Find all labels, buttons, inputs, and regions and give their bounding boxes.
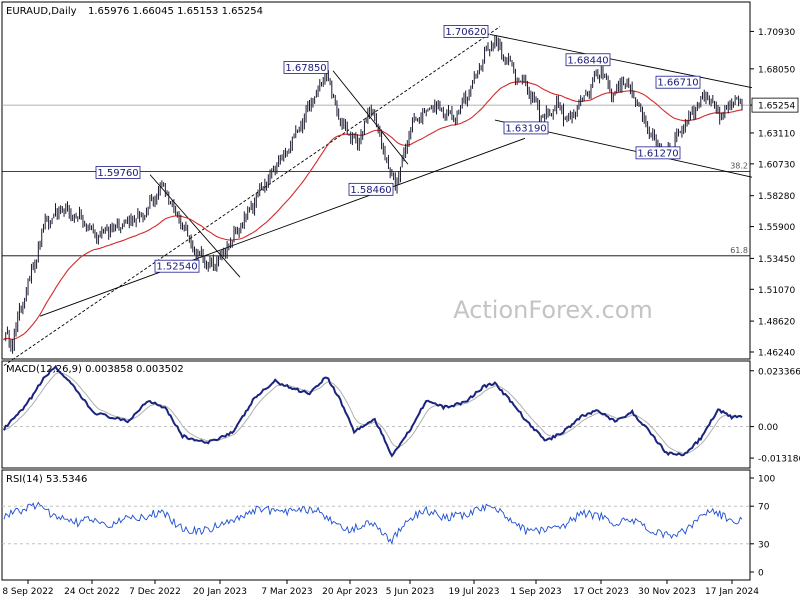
fib-label-38.2: 38.2 xyxy=(730,162,748,171)
annotation-label: 1.67850 xyxy=(285,63,326,74)
price-tick-label: 1.58280 xyxy=(758,192,795,202)
annotation-label: 1.58460 xyxy=(350,185,391,196)
rsi-panel: RSI(14) 53.5346 100 70 30 0 xyxy=(1,469,775,581)
date-tick-label: 7 Mar 2023 xyxy=(261,587,312,597)
last-price-box xyxy=(751,97,799,113)
date-tick-label: 1 Sep 2023 xyxy=(510,587,561,597)
annotation-box xyxy=(565,53,611,67)
date-tick-label: 20 Apr 2023 xyxy=(322,587,378,597)
annotation-label: 1.59760 xyxy=(97,168,138,179)
fib-label-61.8: 61.8 xyxy=(730,246,748,255)
annotation-box xyxy=(95,166,141,179)
support-trendline xyxy=(39,137,526,317)
rsi-label: RSI(14) 53.5346 xyxy=(6,474,87,485)
date-tick-label: 8 Sep 2022 xyxy=(2,587,53,597)
price-tick-label: 1.60730 xyxy=(758,160,795,170)
swing-annotations: 1.70620 1.67850 1.68440 1.66710 1.63190 1.612… xyxy=(95,25,701,273)
price-bars xyxy=(3,35,743,354)
annotation-box xyxy=(635,146,681,160)
date-tick-label: 5 Jun 2023 xyxy=(386,587,434,597)
rsi-panel-frame xyxy=(1,469,751,581)
annotation-label: 1.61270 xyxy=(637,148,678,159)
rsi-level-lines xyxy=(2,505,750,545)
rsi-line xyxy=(3,501,743,546)
dashed-channel-line xyxy=(3,26,501,366)
price-panel-frame xyxy=(1,1,751,360)
ohlc-label: 1.65976 1.66045 1.65153 1.65254 xyxy=(88,6,263,17)
date-tick-label: 20 Jan 2023 xyxy=(193,587,247,597)
price-tick-label: 1.48620 xyxy=(758,318,795,328)
annotation-label: 1.70620 xyxy=(445,27,486,38)
rsi-y-axis: 100 70 30 0 xyxy=(750,475,775,579)
price-tick-label: 1.63110 xyxy=(758,129,795,139)
date-tick-label: 17 Jan 2024 xyxy=(705,587,759,597)
macd-line xyxy=(3,364,743,458)
annotation-box xyxy=(503,121,549,135)
price-tick-label: 1.55900 xyxy=(758,223,795,233)
date-tick-label: 19 Jul 2023 xyxy=(449,587,500,597)
macd-tick-label: -0.013186 xyxy=(758,455,800,465)
annotation-box xyxy=(283,61,329,74)
macd-tick-label: 0.023366 xyxy=(758,367,800,377)
rsi-tick-label: 0 xyxy=(758,569,764,579)
upper-channel-line xyxy=(489,33,753,89)
macd-polyline xyxy=(3,364,743,458)
annotation-box xyxy=(443,25,489,38)
moving-average xyxy=(3,81,743,340)
date-tick-label: 17 Oct 2023 xyxy=(573,587,629,597)
macd-label: MACD(12,26,9) 0.003858 0.003502 xyxy=(6,364,184,375)
date-axis: 8 Sep 2022 24 Oct 2022 7 Dec 2022 20 Jan 20… xyxy=(2,580,759,597)
price-y-axis: 1.70930 1.68050 1.65254 1.63110 1.60730 1.582… xyxy=(750,28,799,359)
annotation-label: 1.66710 xyxy=(657,78,698,89)
price-tick-label: 1.51070 xyxy=(758,286,795,296)
rsi-polyline xyxy=(3,501,743,546)
price-tick-label: 1.46240 xyxy=(758,349,795,359)
price-tick-label: 1.70930 xyxy=(758,28,795,38)
price-panel: EURAUD,Daily 1.65976 1.66045 1.65153 1.6… xyxy=(1,1,799,366)
price-tick-label: 1.65254 xyxy=(758,102,795,112)
macd-panel-frame xyxy=(1,360,751,469)
price-tick-label: 1.53450 xyxy=(758,255,795,265)
annotation-box xyxy=(154,259,200,273)
macd-panel: MACD(12,26,9) 0.003858 0.003502 0.023366… xyxy=(1,360,800,469)
macd-y-axis: 0.023366 0.00 -0.013186 xyxy=(750,367,800,465)
date-tick-label: 30 Nov 2023 xyxy=(638,587,696,597)
rsi-tick-label: 70 xyxy=(758,503,770,513)
rsi-tick-label: 100 xyxy=(758,475,775,485)
rsi-tick-label: 30 xyxy=(758,540,770,550)
annotation-label: 1.68440 xyxy=(567,55,608,66)
date-tick-label: 24 Oct 2022 xyxy=(64,587,120,597)
ema-line xyxy=(3,81,743,340)
symbol-label: EURAUD,Daily xyxy=(6,6,77,17)
watermark: ActionForex.com xyxy=(453,296,653,324)
macd-tick-label: 0.00 xyxy=(758,423,778,433)
falling-line-2 xyxy=(332,70,409,165)
annotation-box xyxy=(655,75,701,89)
date-tick-label: 7 Dec 2022 xyxy=(129,587,181,597)
annotation-label: 1.63190 xyxy=(505,123,546,134)
price-tick-label: 1.68050 xyxy=(758,65,795,75)
annotation-box xyxy=(348,182,394,196)
annotation-label: 1.52540 xyxy=(156,262,197,273)
